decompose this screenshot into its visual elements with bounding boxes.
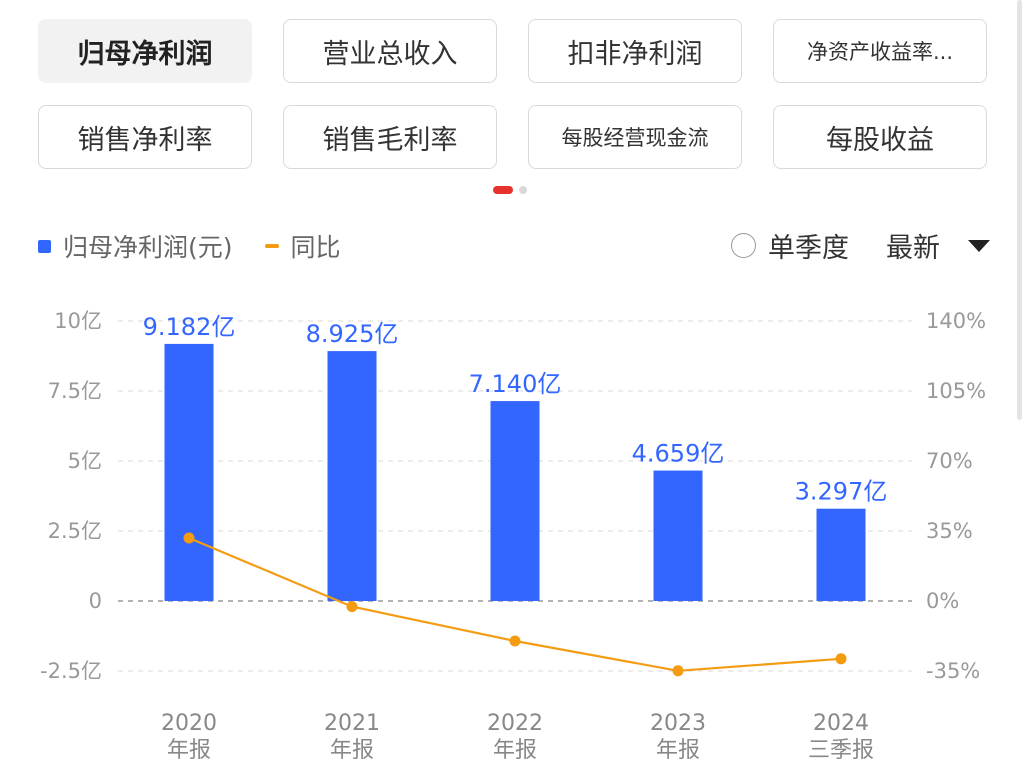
x-tick-label: 年报	[656, 738, 700, 763]
tab-0[interactable]: 归母净利润	[38, 19, 252, 83]
radio-icon[interactable]	[731, 233, 756, 258]
single-quarter-label: 单季度	[768, 233, 849, 264]
bar-value-label: 8.925亿	[306, 320, 399, 348]
tab-2[interactable]: 扣非净利润	[528, 19, 742, 83]
y-left-tick-label: 2.5亿	[48, 519, 102, 543]
y-right-tick-label: 140%	[926, 309, 986, 333]
yoy-point	[509, 635, 521, 647]
dropdown-arrow-icon[interactable]	[968, 239, 990, 252]
yoy-point	[835, 653, 847, 665]
bar-legend-icon	[38, 239, 51, 253]
bar-value-label: 9.182亿	[143, 313, 236, 341]
bar-value-label: 4.659亿	[632, 440, 725, 468]
yoy-point	[346, 601, 358, 613]
y-right-tick-label: 0%	[926, 589, 959, 613]
tab-6[interactable]: 每股经营现金流	[528, 105, 742, 169]
x-tick-label: 年报	[330, 738, 374, 763]
sort-label: 最新	[886, 233, 940, 264]
bar-legend-label: 归母净利润(元)	[63, 233, 233, 262]
bar	[327, 351, 377, 601]
chart-legend: 归母净利润(元) 同比	[38, 228, 341, 264]
yoy-point	[672, 665, 684, 677]
bar	[164, 343, 214, 601]
y-left-tick-label: -2.5亿	[40, 659, 102, 683]
y-right-tick-label: 35%	[926, 519, 973, 543]
tab-pager	[493, 186, 527, 194]
x-tick-label: 三季报	[808, 738, 874, 763]
bar	[816, 508, 866, 601]
x-tick-label: 2023	[650, 711, 706, 736]
x-tick-label: 年报	[167, 738, 211, 763]
sort-dropdown[interactable]: 最新	[886, 226, 990, 265]
tab-7[interactable]: 每股收益	[773, 105, 987, 169]
pager-dot-active[interactable]	[493, 186, 513, 194]
y-right-tick-label: -35%	[926, 659, 980, 683]
yoy-point	[183, 532, 195, 544]
line-legend-label: 同比	[290, 233, 341, 262]
bar	[653, 470, 703, 601]
bar	[490, 401, 540, 601]
x-tick-label: 年报	[493, 738, 537, 763]
single-quarter-toggle[interactable]: 单季度	[731, 226, 849, 265]
bar-value-label: 7.140亿	[469, 370, 562, 398]
y-right-tick-label: 105%	[926, 379, 986, 403]
x-tick-label: 2022	[487, 711, 543, 736]
tab-1[interactable]: 营业总收入	[283, 19, 497, 83]
tab-3[interactable]: 净资产收益率...	[773, 19, 987, 83]
x-tick-label: 2024	[813, 711, 869, 736]
x-tick-label: 2020	[161, 711, 217, 736]
y-left-tick-label: 5亿	[68, 449, 102, 473]
profit-chart: 10亿 140% 7.5亿 105% 5亿 70% 2.5亿 35% 0 0% -2.5亿 -35% 9…	[40, 309, 986, 763]
y-right-tick-label: 70%	[926, 449, 973, 473]
line-legend-icon	[264, 244, 279, 248]
y-left-tick-label: 10亿	[54, 309, 102, 333]
tab-4[interactable]: 销售净利率	[38, 105, 252, 169]
bar-value-label: 3.297亿	[795, 478, 888, 506]
tab-5[interactable]: 销售毛利率	[283, 105, 497, 169]
y-left-tick-label: 7.5亿	[48, 379, 102, 403]
y-left-tick-label: 0	[89, 589, 102, 613]
x-tick-label: 2021	[324, 711, 380, 736]
scrollbar[interactable]	[1017, 0, 1022, 420]
pager-dot[interactable]	[519, 186, 527, 194]
